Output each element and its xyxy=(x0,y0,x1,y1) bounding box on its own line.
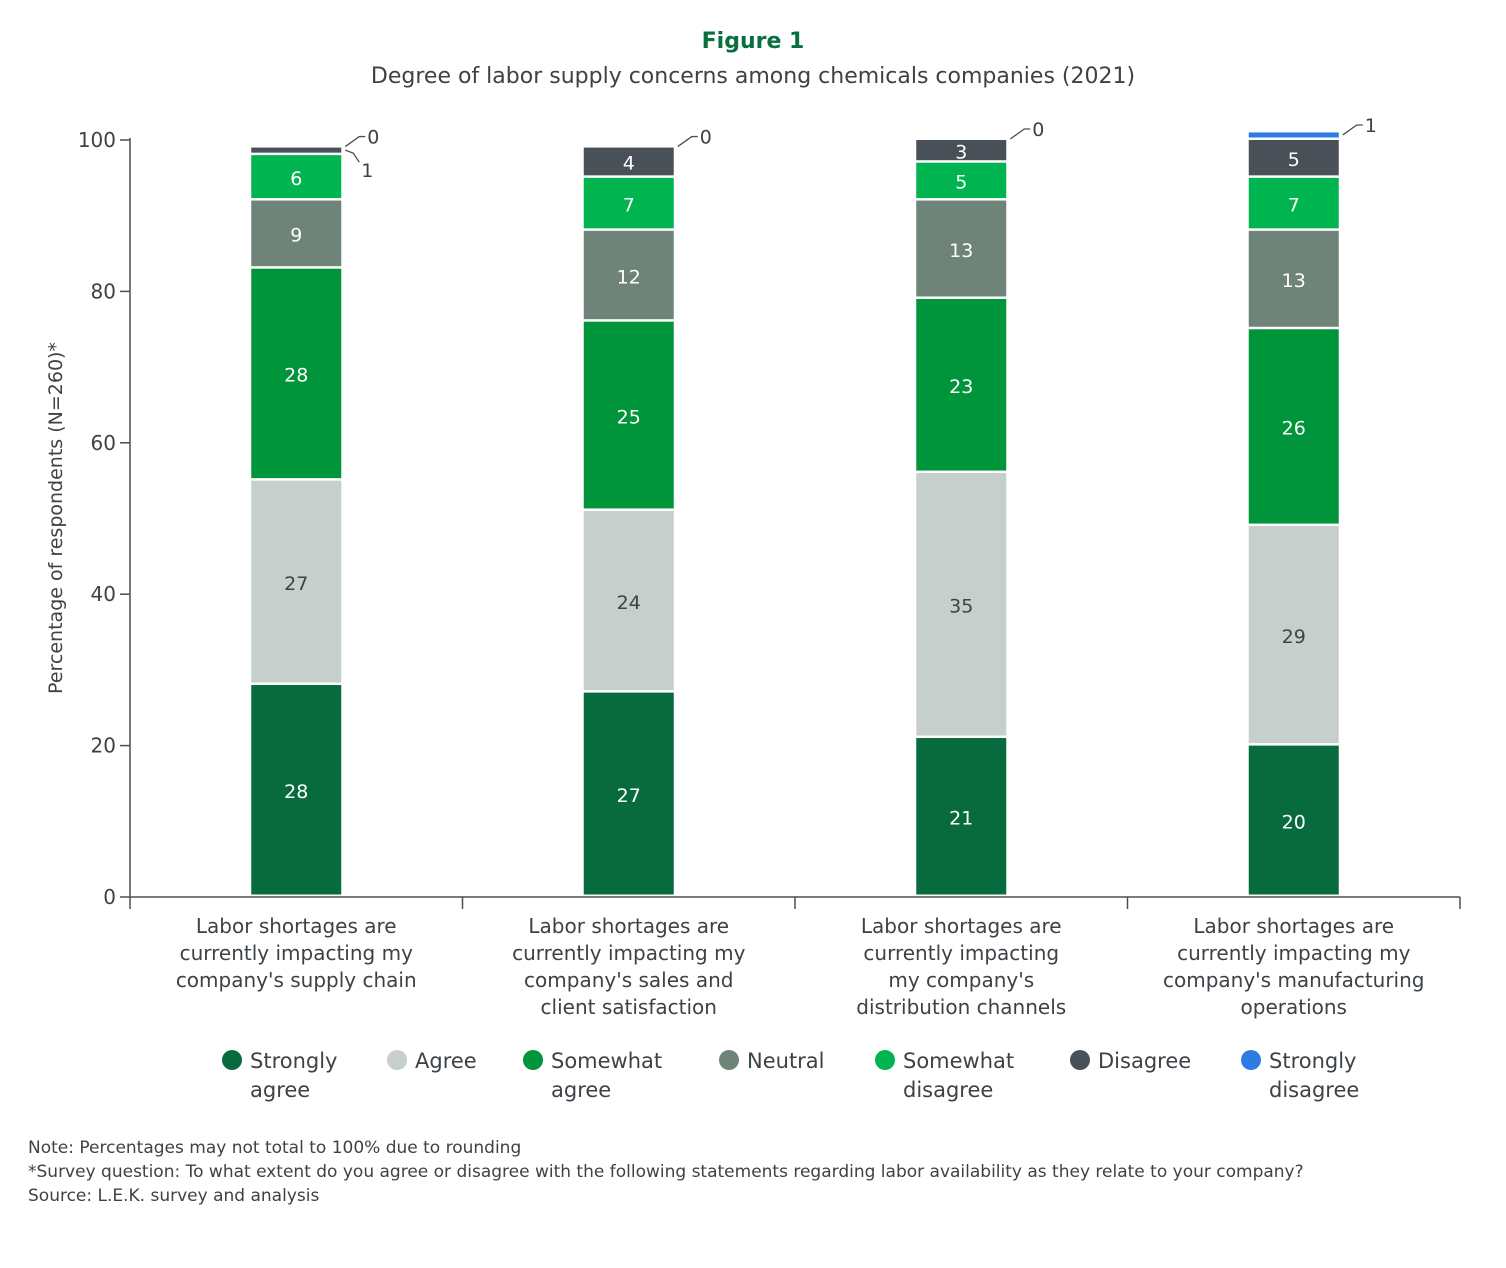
bar-segment xyxy=(583,230,674,320)
bar-segment xyxy=(916,200,1007,297)
bar-segment xyxy=(1248,745,1339,895)
legend-label: Strongly disagree xyxy=(1269,1049,1359,1102)
rounding-note: Note: Percentages may not total to 100% … xyxy=(28,1138,522,1158)
callout-value-label: 1 xyxy=(1365,115,1377,137)
figure-label: Figure 1 xyxy=(702,29,805,54)
bar-segment xyxy=(1248,132,1339,138)
footnotes: Note: Percentages may not total to 100% … xyxy=(28,1136,1468,1208)
bar-segment xyxy=(1248,329,1339,524)
bar-segment xyxy=(1248,140,1339,176)
bar-segment xyxy=(916,140,1007,161)
y-tick-label: 60 xyxy=(91,431,116,455)
bar-value-label: 28 xyxy=(284,365,308,387)
bar-segment xyxy=(251,268,342,479)
y-tick-label: 100 xyxy=(78,128,116,152)
bar-value-label: 3 xyxy=(955,141,967,163)
callout-leader xyxy=(1009,128,1031,140)
legend-swatch-icon xyxy=(719,1050,739,1070)
bar-segment xyxy=(251,685,342,895)
bar-value-label: 13 xyxy=(1282,270,1306,292)
bar-segment xyxy=(583,692,674,895)
bar-segment xyxy=(583,147,674,176)
bar-segment xyxy=(251,200,342,267)
legend-swatch-icon xyxy=(523,1050,543,1070)
callout-leader xyxy=(1342,124,1363,136)
bar-value-label: 9 xyxy=(290,225,302,247)
chart-title: Degree of labor supply concerns among ch… xyxy=(371,64,1135,89)
callout-leader xyxy=(344,135,366,148)
callout-value-label: 0 xyxy=(700,127,712,149)
callout-value-label: 0 xyxy=(1032,119,1044,141)
bar-segment xyxy=(583,321,674,509)
bar-segment xyxy=(916,298,1007,471)
category-label: Labor shortages are currently impacting m… xyxy=(1163,914,1425,1019)
bar-segment xyxy=(1248,230,1339,327)
callout-value-label: 0 xyxy=(367,127,379,149)
bar-value-label: 25 xyxy=(617,406,641,428)
category-label: Labor shortages are currently impacting m… xyxy=(512,914,745,1019)
chart: Figure 1 Degree of labor supply concerns… xyxy=(45,29,1461,1102)
bar-value-label: 27 xyxy=(284,573,308,595)
callout-leader xyxy=(677,135,698,148)
bar-value-label: 7 xyxy=(1288,194,1300,216)
bar-value-label: 5 xyxy=(955,172,967,194)
bar-value-label: 21 xyxy=(949,808,973,830)
category-label: Labor shortages are currently impacting m… xyxy=(176,914,417,992)
bar-value-label: 13 xyxy=(949,240,973,262)
bar-value-label: 4 xyxy=(623,153,635,175)
bar-value-label: 12 xyxy=(617,266,641,288)
legend-label: Somewhat disagree xyxy=(903,1049,1014,1102)
y-tick-label: 40 xyxy=(91,582,116,606)
callout-value-label: 1 xyxy=(361,160,373,182)
bar-value-label: 24 xyxy=(617,592,641,614)
bar-value-label: 29 xyxy=(1282,626,1306,648)
bar-value-label: 23 xyxy=(949,376,973,398)
legend-label: Agree xyxy=(415,1049,477,1073)
y-axis-title: Percentage of respondents (N=260)* xyxy=(45,342,67,694)
bar-value-label: 5 xyxy=(1288,149,1300,171)
bar-value-label: 35 xyxy=(949,596,973,618)
bar-value-label: 27 xyxy=(617,785,641,807)
callout-leader xyxy=(345,149,360,163)
bar-segment xyxy=(916,473,1007,736)
legend-swatch-icon xyxy=(387,1050,407,1070)
category-label: Labor shortages are currently impacting my… xyxy=(856,914,1066,1019)
bar-segment xyxy=(583,177,674,229)
survey-question-note: *Survey question: To what extent do you … xyxy=(28,1162,1304,1182)
source-note: Source: L.E.K. survey and analysis xyxy=(28,1186,320,1206)
bar-segment xyxy=(583,510,674,691)
bar-segment xyxy=(916,162,1007,199)
legend-label: Somewhat agree xyxy=(551,1049,662,1102)
legend-label: Strongly agree xyxy=(250,1049,338,1102)
bar-segment xyxy=(251,480,342,683)
legend-swatch-icon xyxy=(1241,1050,1261,1070)
bar-segment xyxy=(1248,526,1339,744)
bar-value-label: 6 xyxy=(290,168,302,190)
bar-value-label: 26 xyxy=(1282,418,1306,440)
bar-segment xyxy=(1248,177,1339,229)
legend-label: Neutral xyxy=(747,1049,825,1073)
y-tick-label: 80 xyxy=(91,279,116,303)
legend-label: Disagree xyxy=(1098,1049,1191,1073)
bar-segment xyxy=(916,738,1007,895)
legend-swatch-icon xyxy=(1070,1050,1090,1070)
bar-segment xyxy=(251,147,342,153)
bar-segment xyxy=(251,155,342,199)
y-tick-label: 20 xyxy=(91,734,116,758)
bar-value-label: 7 xyxy=(623,194,635,216)
legend-swatch-icon xyxy=(875,1050,895,1070)
y-tick-label: 0 xyxy=(103,885,116,909)
bar-value-label: 28 xyxy=(284,781,308,803)
legend-swatch-icon xyxy=(222,1050,242,1070)
bar-value-label: 20 xyxy=(1282,811,1306,833)
